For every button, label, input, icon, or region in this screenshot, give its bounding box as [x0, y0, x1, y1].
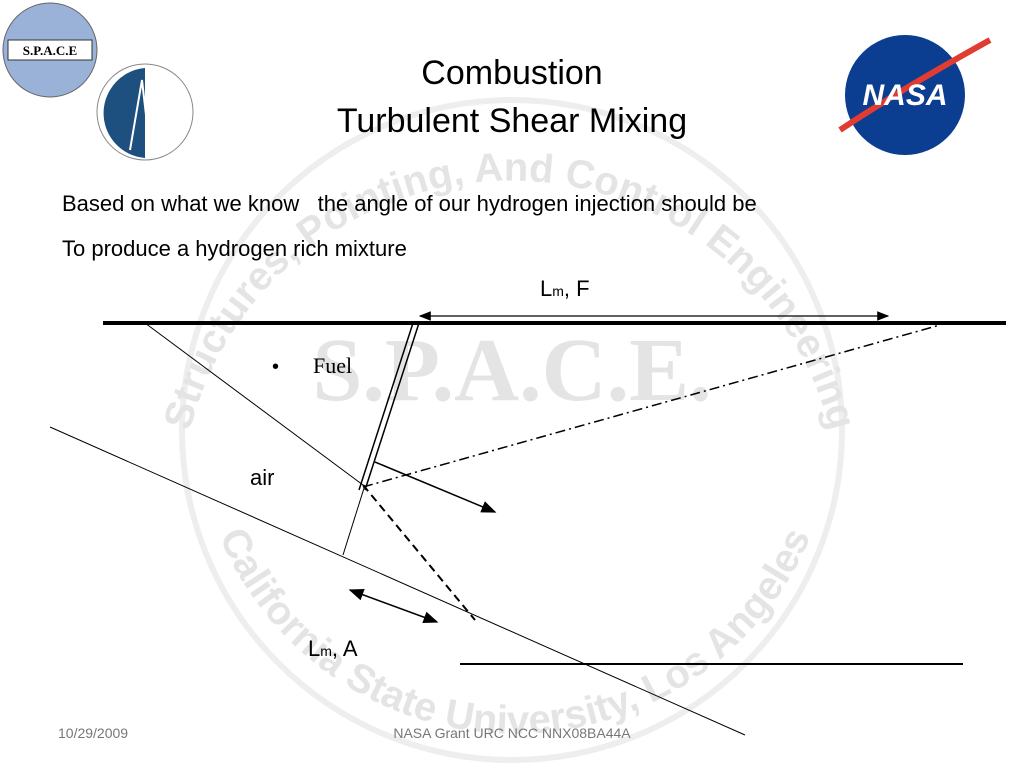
- nasa-logo: NASA: [838, 35, 992, 155]
- space-logo: S.P.A.C.E: [2, 2, 98, 98]
- body-text: Based on what we know the angle of our h…: [62, 191, 757, 216]
- watermark-bottom: California State University, Los Angeles: [211, 521, 819, 742]
- air-label: air: [250, 465, 274, 490]
- label-rest: , A: [332, 636, 358, 661]
- air-length-label: Lm, A: [308, 636, 358, 661]
- university-logo: [96, 63, 194, 161]
- label-sub: m: [552, 283, 564, 299]
- diagram: [49, 311, 1006, 736]
- title: Combustion: [421, 54, 602, 92]
- footer-grant: NASA Grant URC NCC NNX08BA44A: [393, 725, 631, 741]
- space-logo-text: S.P.A.C.E: [23, 43, 77, 58]
- label-sub: m: [320, 643, 332, 659]
- title: Turbulent Shear Mixing: [337, 102, 687, 140]
- fuel-length-label: Lm, F: [540, 276, 590, 301]
- nasa-logo-text: NASA: [862, 79, 947, 112]
- watermark-bottom-text: California State University, Los Angeles: [211, 521, 819, 742]
- watermark-ring: [179, 97, 845, 763]
- watermark-center: S.P.A.C.E.: [312, 321, 711, 420]
- body-text: To produce a hydrogen rich mixture: [62, 236, 407, 261]
- footer-date: 10/29/2009: [58, 725, 128, 741]
- label-main: L: [308, 636, 320, 661]
- bullet-dot: •: [272, 356, 279, 378]
- bullet-text: Fuel: [313, 353, 352, 378]
- label-main: L: [540, 276, 552, 301]
- label-rest: , F: [564, 276, 590, 301]
